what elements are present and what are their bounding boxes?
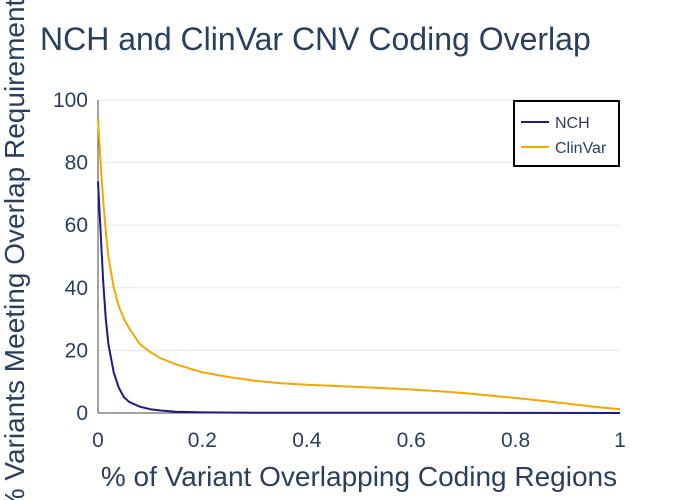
- y-tick-label: 20: [65, 339, 88, 362]
- legend: NCH ClinVar: [513, 100, 620, 167]
- y-tick-label: 80: [65, 152, 88, 175]
- y-tick-label: 60: [65, 214, 88, 237]
- y-tick-label: 0: [76, 402, 88, 425]
- legend-label-clinvar: ClinVar: [555, 140, 607, 157]
- x-tick-label: 0.4: [292, 429, 322, 452]
- y-tick-label: 40: [65, 277, 88, 300]
- x-axis-title: % of Variant Overlapping Coding Regions: [101, 461, 617, 492]
- y-axis-title: % Variants Meeting Overlap Requirement: [0, 0, 30, 500]
- y-tick-label: 100: [53, 89, 88, 112]
- series-line-clinvar: [97, 118, 621, 411]
- x-tick-labels: 0 0.2 0.4 0.6 0.8 1: [92, 429, 626, 452]
- series-lines: [97, 118, 621, 414]
- legend-label-nch: NCH: [555, 115, 590, 132]
- y-tick-labels: 0 20 40 60 80 100: [53, 89, 88, 425]
- x-tick-label: 0.6: [397, 429, 426, 452]
- legend-box: [513, 100, 620, 167]
- x-tick-label: 1: [614, 429, 626, 452]
- x-tick-label: 0.8: [501, 429, 530, 452]
- series-line-nch: [97, 181, 621, 414]
- x-tick-label: 0: [92, 429, 104, 452]
- chart-title: NCH and ClinVar CNV Coding Overlap: [40, 21, 591, 57]
- x-tick-label: 0.2: [188, 429, 217, 452]
